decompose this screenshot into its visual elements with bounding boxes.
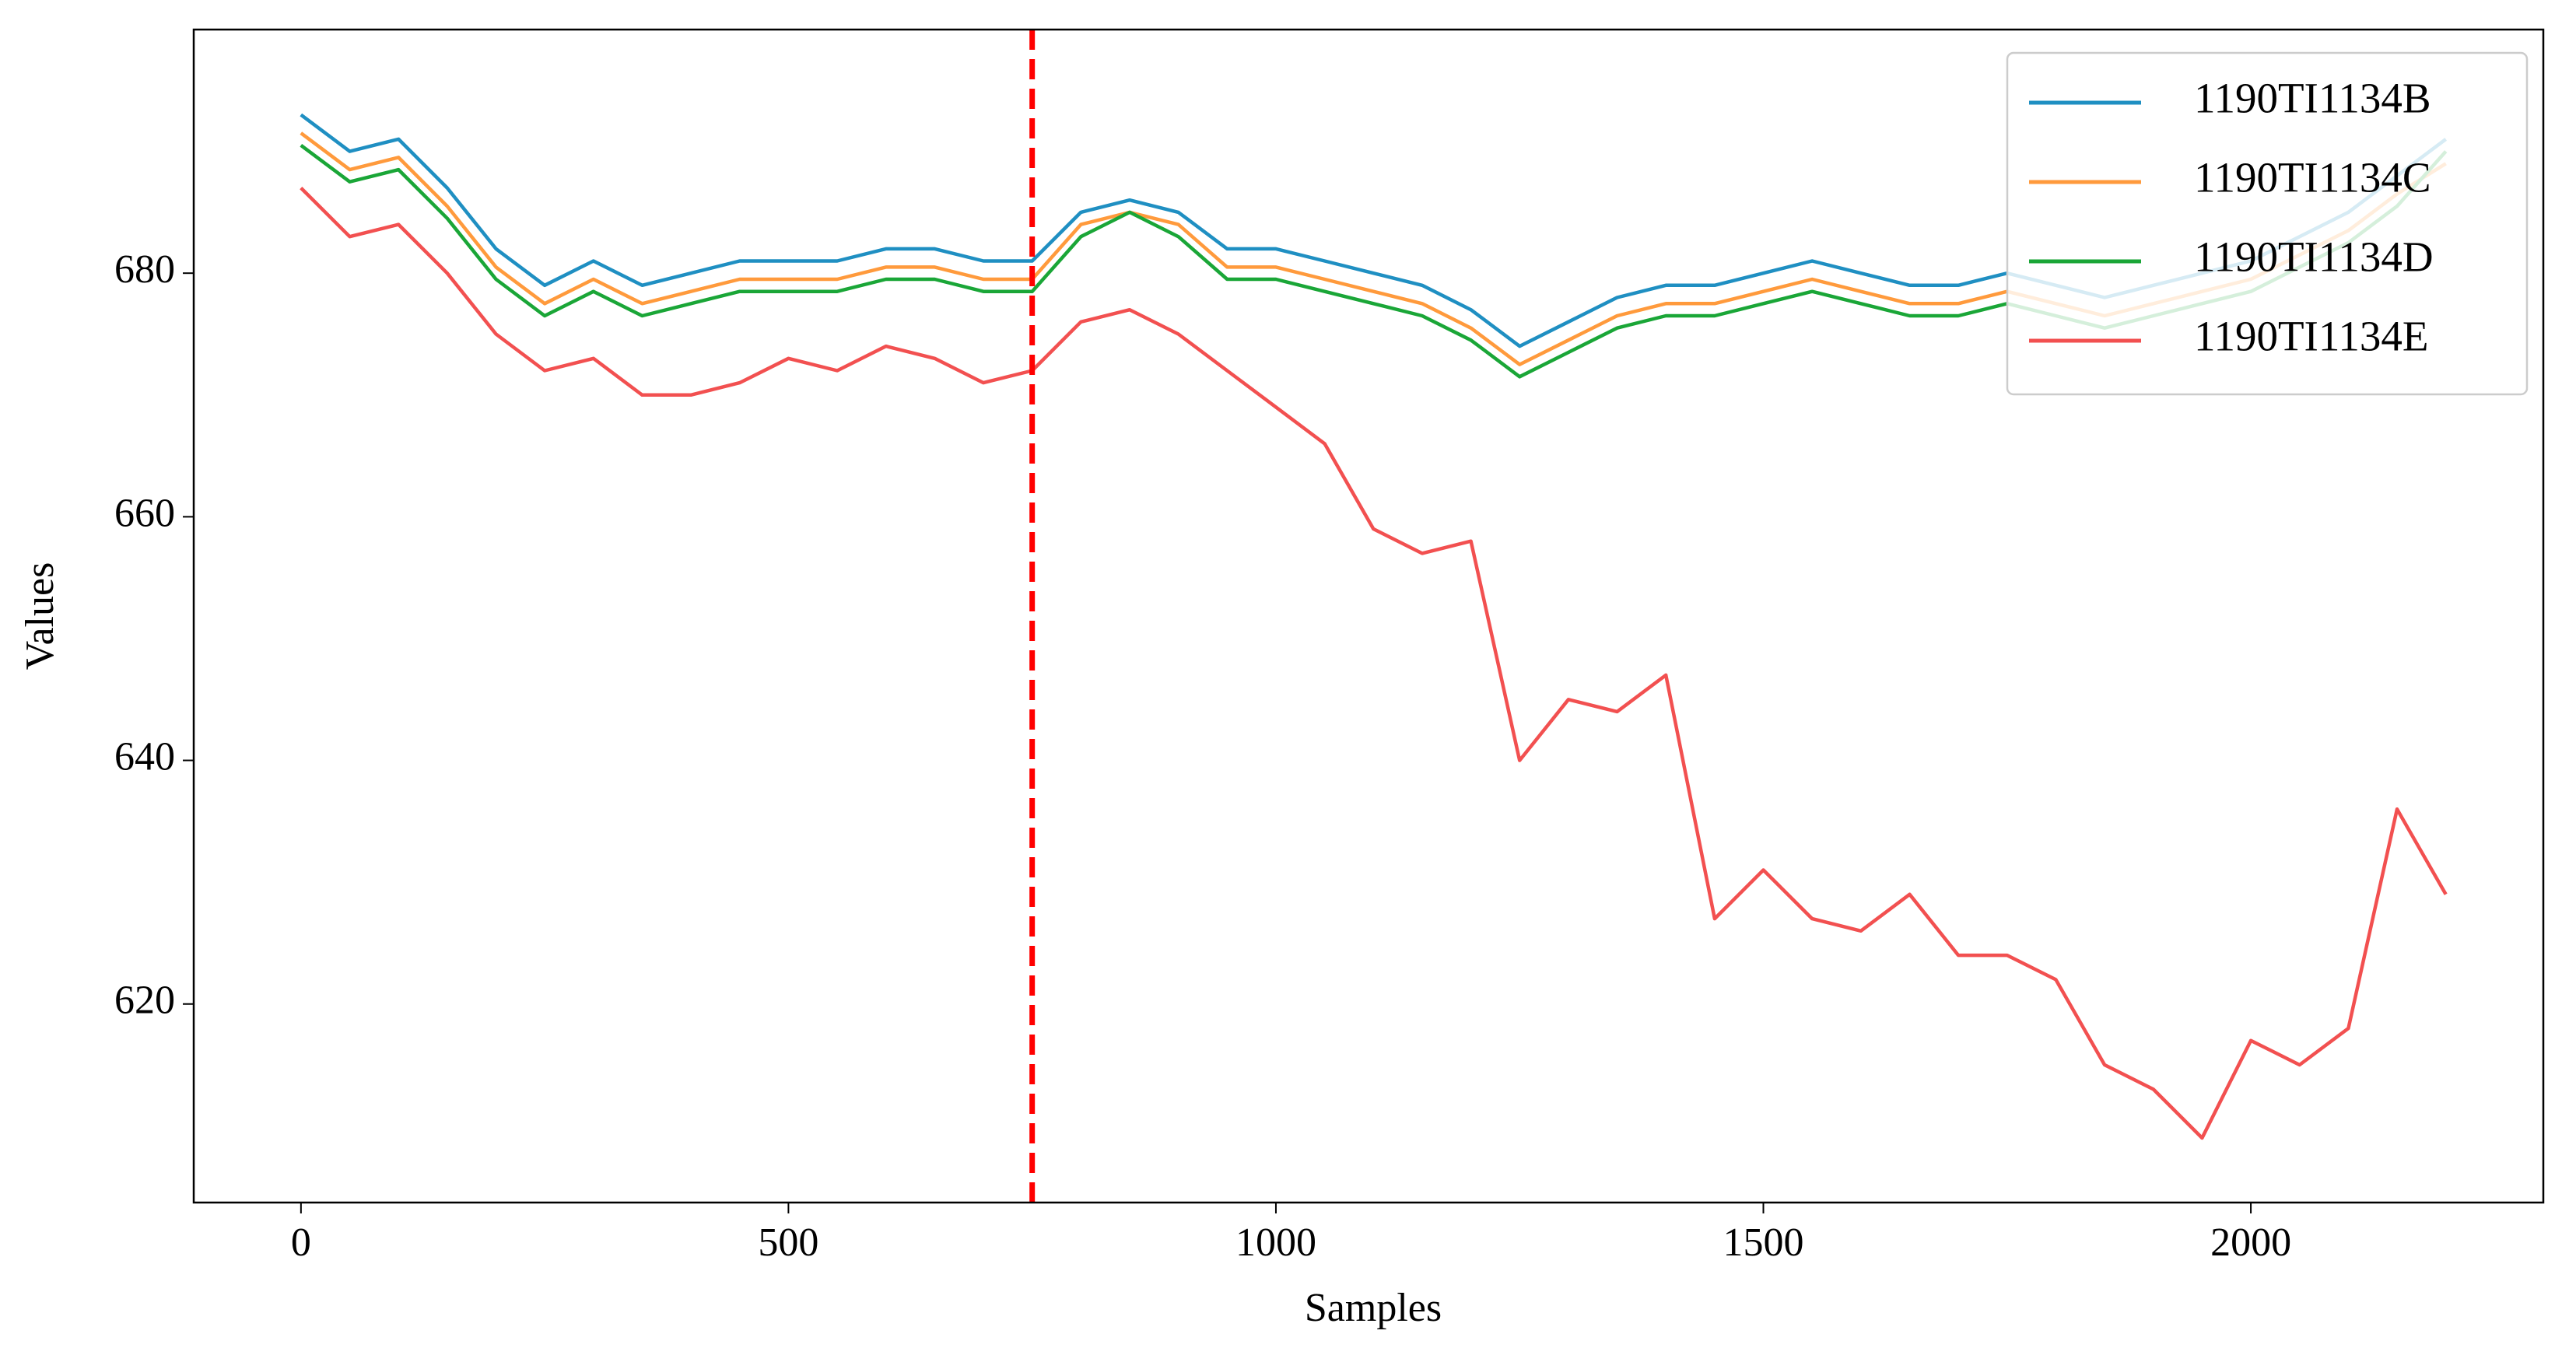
x-tick-label: 0 — [291, 1220, 311, 1265]
x-tick-label: 500 — [758, 1220, 818, 1265]
x-tick-label: 1500 — [1723, 1220, 1804, 1265]
y-tick-label: 640 — [114, 735, 175, 779]
legend-label: 1190TI1134D — [2194, 233, 2434, 281]
y-axis-label: Values — [18, 562, 62, 670]
legend-label: 1190TI1134C — [2194, 154, 2431, 201]
y-tick-label: 660 — [114, 491, 175, 535]
legend-label: 1190TI1134B — [2194, 75, 2431, 122]
x-tick-label: 1000 — [1235, 1220, 1316, 1265]
plot-frame — [192, 28, 2545, 1204]
x-axis-label: Samples — [1305, 1286, 1442, 1330]
series-line — [300, 187, 2448, 1140]
y-tick-label: 680 — [114, 247, 175, 292]
y-tick-label: 620 — [114, 979, 175, 1023]
legend-box — [2006, 51, 2529, 396]
legend-label: 1190TI1134E — [2194, 313, 2428, 360]
x-tick-label: 2000 — [2210, 1220, 2291, 1265]
